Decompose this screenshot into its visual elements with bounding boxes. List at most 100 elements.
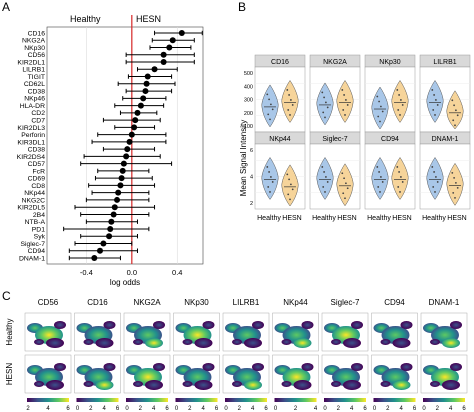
umap-colorbar-tick: 0 — [274, 406, 278, 412]
umap-colorbar-tick: 4 — [46, 406, 50, 412]
umap-cluster — [54, 321, 66, 329]
umap-cluster — [194, 380, 213, 390]
forest-row-label: NTB-A — [25, 219, 46, 226]
violin-dot — [266, 93, 269, 96]
forest-point — [143, 80, 150, 87]
violin-dot — [270, 103, 272, 106]
violin-dot — [451, 171, 454, 174]
umap-column-label: CD56 — [38, 298, 59, 307]
forest-row-label: CD2 — [31, 110, 45, 117]
umap-grid: Healthy HESN CD56 2 4 6 CD16 0 2 4 6 NKG2A 0 2 4 6 NKp30… — [5, 298, 468, 412]
umap-colorbar — [274, 398, 317, 402]
violin-dot — [376, 166, 379, 168]
umap-colorbar-tick: 4 — [399, 406, 403, 412]
umap-colorbar-tick: 4 — [314, 406, 318, 412]
violin-dot — [431, 166, 434, 168]
umap-colorbar-tick: 4 — [152, 406, 156, 412]
umap-column-label: DNAM-1 — [429, 298, 460, 307]
violin-x-label-healthy: Healthy — [312, 215, 336, 222]
forest-row-label: KIR2DL5 — [17, 205, 45, 212]
umap-cluster — [202, 321, 215, 329]
umap-cluster — [281, 381, 292, 387]
umap-colorbar-tick: 4 — [201, 406, 205, 412]
umap-cluster — [103, 321, 116, 329]
violin-dot — [342, 192, 345, 195]
panel-label-b: B — [238, 0, 246, 14]
umap-cluster — [103, 363, 116, 371]
forest-point — [134, 109, 141, 116]
violin-dot — [456, 186, 459, 189]
violin-dot — [398, 171, 400, 173]
forest-row-label: KIR2DS4 — [17, 154, 46, 161]
violin-y-tick-label: 300 — [244, 98, 253, 104]
violin-dot — [321, 166, 324, 168]
umap-cluster — [95, 338, 114, 348]
violin-x-label-healthy: Healthy — [257, 215, 281, 222]
violin-dot — [398, 94, 400, 96]
violin-dot — [326, 106, 329, 109]
violin-dot — [324, 191, 326, 193]
umap-cluster — [331, 381, 341, 387]
umap-colorbar — [27, 398, 69, 402]
violin-x-label-healthy: Healthy — [422, 215, 446, 222]
umap-colorbar-tick: 6 — [462, 406, 466, 412]
violin-dot — [321, 91, 324, 94]
forest-point — [131, 124, 138, 131]
violin-dot — [435, 176, 437, 178]
umap-colorbar-tick: 2 — [294, 406, 298, 412]
violin-x-label-hesn: HESN — [282, 215, 301, 222]
umap-colorbar-tick: 2 — [238, 406, 242, 412]
umap-cluster — [442, 338, 460, 348]
umap-cluster — [380, 381, 391, 387]
forest-row-label: CD38 — [28, 147, 46, 154]
umap-cluster — [343, 338, 361, 348]
forest-row-label: 2B4 — [33, 212, 45, 219]
violin-panel-title: Siglec-7 — [322, 136, 347, 143]
umap-cluster — [145, 380, 163, 390]
violin-dot — [379, 120, 381, 123]
violin-dot — [456, 114, 459, 117]
violin-y-tick-label: 400 — [244, 84, 253, 90]
forest-point — [106, 233, 113, 240]
forest-row-label: NKG2A — [22, 38, 46, 45]
violin-dot — [396, 166, 399, 168]
violin-dot — [436, 104, 439, 106]
umap-colorbar — [324, 398, 366, 402]
violin-dot — [432, 186, 435, 188]
forest-plot-area — [46, 26, 204, 265]
violin-hesn — [281, 80, 299, 123]
forest-point — [120, 160, 127, 167]
violin-dot — [377, 115, 380, 118]
forest-row-label: Siglec-7 — [20, 241, 45, 248]
violin-dot — [346, 187, 349, 190]
violin-dot — [400, 99, 402, 101]
forest-point — [114, 196, 121, 203]
violin-dot — [289, 114, 291, 116]
violin-dot — [291, 104, 294, 106]
violin-dot — [376, 95, 379, 98]
forest-row-label: FcR — [33, 168, 46, 175]
violin-healthy — [371, 157, 389, 200]
forest-point — [111, 204, 118, 211]
forest-point — [117, 182, 124, 189]
umap-colorbar-tick: 4 — [449, 406, 453, 412]
umap-cluster — [252, 363, 264, 371]
violin-dot — [268, 171, 270, 173]
violin-panels: CD16 100 200 300 400 500 NKG2A NKp30 LILRB1 NKp44… — [244, 54, 471, 222]
violin-dot — [267, 113, 270, 116]
violin-dot — [269, 191, 271, 193]
violin-panel-title: CD16 — [271, 59, 289, 66]
forest-row-label: CD8 — [31, 183, 45, 190]
violin-dot — [401, 181, 404, 183]
umap-colorbar-tick: 0 — [125, 406, 129, 412]
violin-dot — [325, 176, 327, 178]
umap-colorbar-tick: 4 — [251, 406, 255, 412]
violin-dot — [269, 118, 271, 121]
forest-row-label: CD57 — [28, 161, 46, 168]
violin-panel-title: CD94 — [381, 136, 399, 143]
forest-group-hesn: HESN — [136, 14, 161, 24]
umap-cluster — [46, 380, 64, 390]
violin-dot — [433, 94, 435, 96]
violin-y-tick-label: 2 — [250, 201, 253, 207]
